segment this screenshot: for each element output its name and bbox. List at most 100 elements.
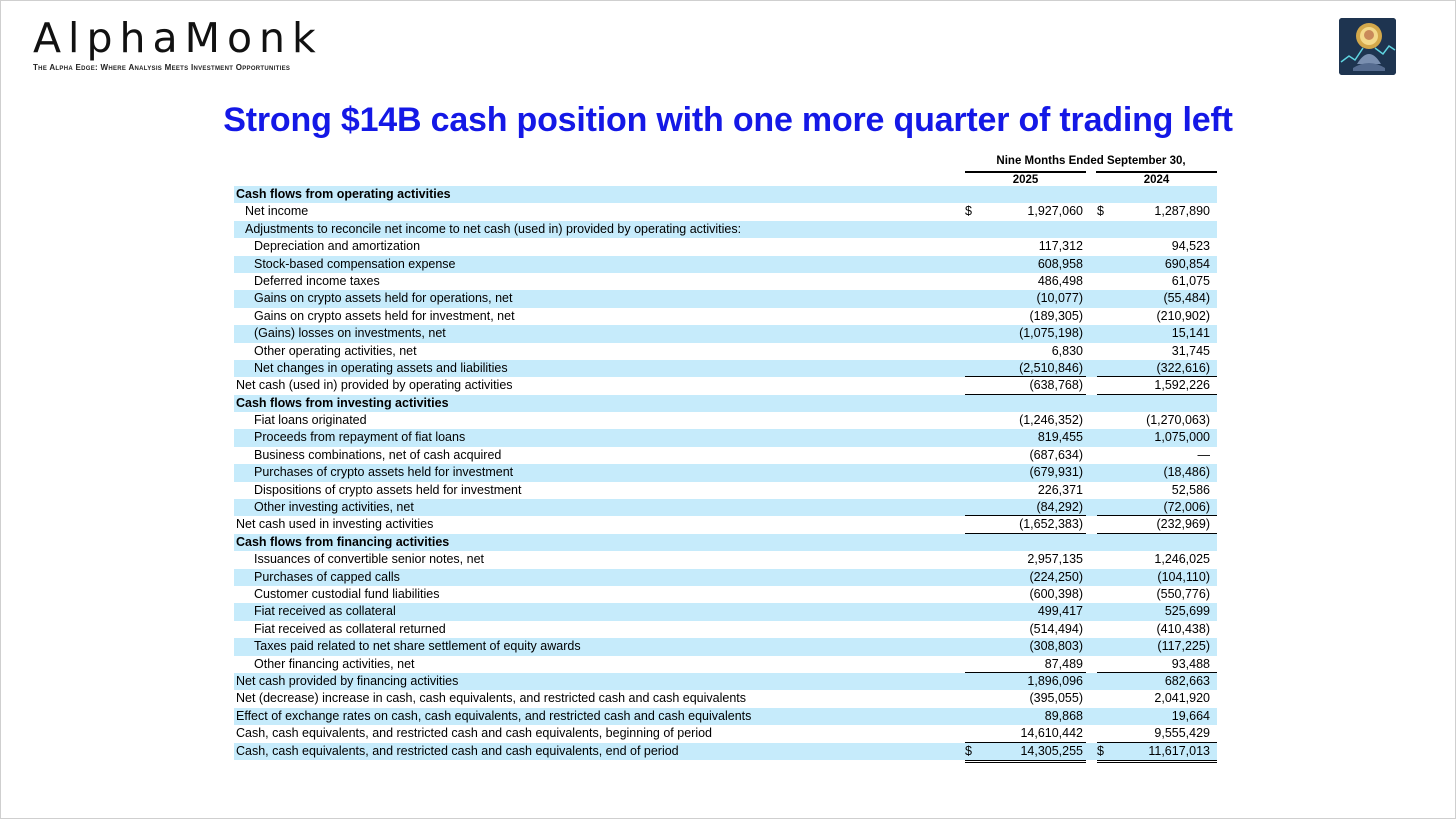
value-2025: 486,498 <box>1037 273 1083 288</box>
value-2025: 226,371 <box>1037 482 1083 497</box>
total-rule <box>965 532 1086 534</box>
row-label: Other financing activities, net <box>254 656 415 671</box>
table-row: Net cash (used in) provided by operating… <box>234 377 1217 395</box>
value-2025: 117,312 <box>1038 239 1083 254</box>
table-row: Net (decrease) increase in cash, cash eq… <box>234 690 1217 707</box>
row-label: Gains on crypto assets held for operatio… <box>254 291 513 306</box>
table-row: Cash flows from financing activities <box>234 533 1217 552</box>
row-label: Effect of exchange rates on cash, cash e… <box>236 708 752 723</box>
row-label: Proceeds from repayment of fiat loans <box>254 430 466 445</box>
total-rule <box>1097 671 1217 673</box>
value-2024: (1,270,063) <box>1146 413 1210 428</box>
value-2025: 89,868 <box>1044 708 1083 723</box>
value-2024: 9,555,429 <box>1154 726 1210 741</box>
table-row: Gains on crypto assets held for investme… <box>234 308 1217 325</box>
total-rule <box>965 376 1086 378</box>
value-2025: 608,958 <box>1037 256 1083 271</box>
table-row: Net cash provided by financing activitie… <box>234 672 1217 691</box>
table-row: Customer custodial fund liabilities (600,… <box>234 586 1217 603</box>
row-label: Fiat received as collateral <box>254 604 396 619</box>
value-2024: 1,592,226 <box>1154 378 1210 393</box>
value-2024: 93,488 <box>1171 656 1210 671</box>
value-2025: (84,292) <box>1036 500 1083 515</box>
table-row: Fiat received as collateral 499,417 525,69… <box>234 603 1217 621</box>
table-row: Purchases of crypto assets held for inve… <box>234 464 1217 482</box>
value-2024: (210,902) <box>1156 308 1210 323</box>
row-label: Taxes paid related to net share settleme… <box>254 639 581 654</box>
value-2025: 1,927,060 <box>1027 204 1083 219</box>
value-2024: 682,663 <box>1164 673 1210 688</box>
value-2025: (10,077) <box>1036 291 1083 306</box>
value-2024: 94,523 <box>1171 239 1210 254</box>
row-label: Other investing activities, net <box>254 500 414 515</box>
table-row: Other operating activities, net 6,830 31,7… <box>234 343 1217 360</box>
total-rule <box>965 671 1086 673</box>
value-2025: (638,768) <box>1029 378 1083 393</box>
value-2025: 2,957,135 <box>1027 552 1083 567</box>
row-label: Business combinations, net of cash acqui… <box>254 447 502 462</box>
row-label: Customer custodial fund liabilities <box>254 586 440 601</box>
section-heading: Cash flows from financing activities <box>236 534 450 549</box>
table-row: (Gains) losses on investments, net (1,075… <box>234 325 1217 343</box>
value-2024: (18,486) <box>1163 465 1210 480</box>
value-2025: (679,931) <box>1029 465 1083 480</box>
table-row: Issuances of convertible senior notes, n… <box>234 551 1217 568</box>
dollar-sign: $ <box>965 743 972 758</box>
value-2024: 19,664 <box>1171 708 1210 723</box>
total-rule <box>1097 393 1217 395</box>
row-label: Dispositions of crypto assets held for i… <box>254 482 522 497</box>
table-row: Effect of exchange rates on cash, cash e… <box>234 707 1217 726</box>
period-header: Nine Months Ended September 30, <box>996 155 1186 167</box>
total-rule <box>965 515 1086 517</box>
table-row: Cash, cash equivalents, and restricted c… <box>234 725 1217 743</box>
brand-name: AlphaMonk <box>33 14 323 62</box>
value-2025: (2,510,846) <box>1019 360 1083 375</box>
table-row: Business combinations, net of cash acqui… <box>234 447 1217 464</box>
row-label: Net cash provided by financing activitie… <box>236 673 459 688</box>
row-label: Net cash used in investing activities <box>236 517 434 532</box>
table-row: Depreciation and amortization 117,312 94,5… <box>234 238 1217 255</box>
row-label: Cash, cash equivalents, and restricted c… <box>236 743 679 758</box>
value-2024: 1,287,890 <box>1154 204 1210 219</box>
value-2025: (224,250) <box>1029 569 1083 584</box>
row-label: Deferred income taxes <box>254 273 380 288</box>
value-2024: 31,745 <box>1171 343 1210 358</box>
value-2024: (117,225) <box>1157 639 1210 654</box>
dollar-sign: $ <box>965 204 972 219</box>
value-2025: 499,417 <box>1037 604 1083 619</box>
value-2024: (55,484) <box>1163 291 1210 306</box>
value-2024: 2,041,920 <box>1154 691 1210 706</box>
table-row: Fiat loans originated (1,246,352) (1,270,0… <box>234 412 1217 429</box>
total-rule <box>1097 376 1217 378</box>
value-2024: (104,110) <box>1157 569 1210 584</box>
total-rule <box>1097 532 1217 534</box>
row-label: Stock-based compensation expense <box>254 256 456 271</box>
table-row: Cash, cash equivalents, and restricted c… <box>234 742 1217 763</box>
section-heading: Cash flows from operating activities <box>236 187 451 201</box>
value-2025: 6,830 <box>1051 343 1083 358</box>
value-2024: 690,854 <box>1164 256 1210 271</box>
table-row: Deferred income taxes 486,498 61,075 <box>234 273 1217 290</box>
total-rule <box>1097 515 1217 517</box>
value-2025: (1,652,383) <box>1019 517 1083 532</box>
table-row: Fiat received as collateral returned (514… <box>234 621 1217 638</box>
table-row: Net income $ $1,927,060 1,287,890 <box>234 203 1217 220</box>
row-label: Gains on crypto assets held for investme… <box>254 308 515 323</box>
row-label: Issuances of convertible senior notes, n… <box>254 552 484 567</box>
dollar-sign: $ <box>1097 743 1104 758</box>
value-2024: 61,075 <box>1171 273 1210 288</box>
row-label: Depreciation and amortization <box>254 239 421 254</box>
table-row: Cash flows from operating activities <box>234 186 1217 204</box>
value-2025: 819,455 <box>1037 430 1083 445</box>
value-2024: (232,969) <box>1156 517 1210 532</box>
row-label: Net cash (used in) provided by operating… <box>236 378 513 393</box>
value-2025: (1,075,198) <box>1019 326 1083 341</box>
row-label: Net (decrease) increase in cash, cash eq… <box>236 691 747 706</box>
value-2024: (322,616) <box>1156 360 1210 375</box>
value-2024: 1,246,025 <box>1154 552 1210 567</box>
table-row: Adjustments to reconcile net income to n… <box>234 220 1217 239</box>
slide-headline: Strong $14B cash position with one more … <box>223 101 1233 139</box>
value-2024: (410,438) <box>1156 621 1210 636</box>
total-rule <box>965 759 1086 763</box>
value-2025: 14,610,442 <box>1020 726 1083 741</box>
